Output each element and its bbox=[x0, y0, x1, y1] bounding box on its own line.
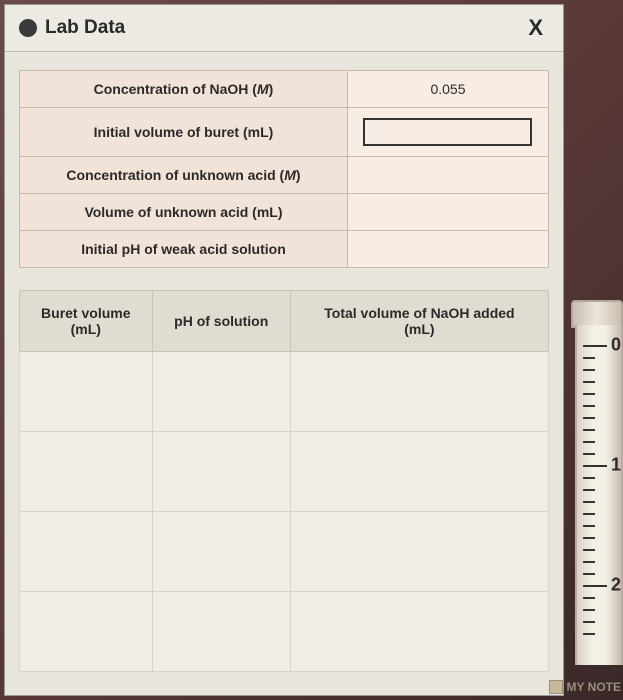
my-notes-label: MY NOTE bbox=[567, 680, 621, 694]
close-button[interactable]: X bbox=[522, 15, 549, 41]
table-cell bbox=[152, 352, 290, 432]
table-row bbox=[20, 512, 549, 592]
buret-major-tick bbox=[583, 345, 607, 347]
params-table: Concentration of NaOH (M)0.055Initial vo… bbox=[19, 70, 549, 268]
buret-minor-tick bbox=[583, 501, 595, 503]
buret-minor-tick bbox=[583, 489, 595, 491]
table-cell bbox=[290, 352, 548, 432]
table-cell bbox=[290, 592, 548, 672]
param-value bbox=[347, 194, 548, 231]
table-cell bbox=[152, 592, 290, 672]
table-row bbox=[20, 432, 549, 512]
buret-minor-tick bbox=[583, 393, 595, 395]
buret-minor-tick bbox=[583, 525, 595, 527]
param-label: Volume of unknown acid (mL) bbox=[20, 194, 348, 231]
param-row: Initial pH of weak acid solution bbox=[20, 231, 549, 268]
panel-header: Lab Data X bbox=[5, 5, 563, 52]
param-label: Initial pH of weak acid solution bbox=[20, 231, 348, 268]
data-table: Buret volume(mL)pH of solutionTotal volu… bbox=[19, 290, 549, 672]
panel-title-text: Lab Data bbox=[45, 17, 125, 39]
param-value bbox=[347, 108, 548, 157]
data-column-header: Buret volume(mL) bbox=[20, 291, 153, 352]
buret-minor-tick bbox=[583, 381, 595, 383]
param-row: Concentration of unknown acid (M) bbox=[20, 157, 549, 194]
table-row bbox=[20, 352, 549, 432]
panel-content: Concentration of NaOH (M)0.055Initial vo… bbox=[5, 52, 563, 690]
param-input[interactable] bbox=[363, 118, 532, 146]
my-notes-button[interactable]: MY NOTE bbox=[549, 680, 621, 694]
param-label: Initial volume of buret (mL) bbox=[20, 108, 348, 157]
table-cell bbox=[20, 432, 153, 512]
data-column-header: Total volume of NaOH added(mL) bbox=[290, 291, 548, 352]
param-value: 0.055 bbox=[347, 71, 548, 108]
buret-minor-tick bbox=[583, 597, 595, 599]
panel-title: Lab Data bbox=[19, 17, 125, 39]
buret-minor-tick bbox=[583, 453, 595, 455]
table-cell bbox=[152, 512, 290, 592]
param-label: Concentration of NaOH (M) bbox=[20, 71, 348, 108]
buret-minor-tick bbox=[583, 549, 595, 551]
param-row: Volume of unknown acid (mL) bbox=[20, 194, 549, 231]
buret-minor-tick bbox=[583, 417, 595, 419]
buret-tick-label: 2 bbox=[611, 575, 621, 596]
buret-top bbox=[571, 300, 623, 328]
table-row bbox=[20, 592, 549, 672]
buret-minor-tick bbox=[583, 477, 595, 479]
data-column-header: pH of solution bbox=[152, 291, 290, 352]
buret-minor-tick bbox=[583, 621, 595, 623]
note-icon bbox=[549, 680, 563, 694]
buret-minor-tick bbox=[583, 561, 595, 563]
param-row: Initial volume of buret (mL) bbox=[20, 108, 549, 157]
buret-minor-tick bbox=[583, 369, 595, 371]
param-value bbox=[347, 231, 548, 268]
buret-minor-tick bbox=[583, 609, 595, 611]
buret-minor-tick bbox=[583, 633, 595, 635]
buret-minor-tick bbox=[583, 357, 595, 359]
buret-minor-tick bbox=[583, 513, 595, 515]
table-cell bbox=[20, 592, 153, 672]
table-cell bbox=[152, 432, 290, 512]
table-cell bbox=[20, 352, 153, 432]
lab-data-panel: Lab Data X Concentration of NaOH (M)0.05… bbox=[4, 4, 564, 696]
param-value bbox=[347, 157, 548, 194]
buret-minor-tick bbox=[583, 405, 595, 407]
buret-minor-tick bbox=[583, 441, 595, 443]
buret-minor-tick bbox=[583, 429, 595, 431]
buret-major-tick bbox=[583, 465, 607, 467]
buret-scale: 012 bbox=[583, 345, 619, 655]
buret-major-tick bbox=[583, 585, 607, 587]
buret-minor-tick bbox=[583, 573, 595, 575]
panel-dot-icon bbox=[19, 19, 37, 37]
table-cell bbox=[290, 512, 548, 592]
table-cell bbox=[290, 432, 548, 512]
buret-tick-label: 0 bbox=[611, 335, 621, 356]
table-cell bbox=[20, 512, 153, 592]
buret-tick-label: 1 bbox=[611, 455, 621, 476]
buret-graphic: 0 1 2 bbox=[575, 325, 623, 665]
buret-minor-tick bbox=[583, 537, 595, 539]
param-row: Concentration of NaOH (M)0.055 bbox=[20, 71, 549, 108]
param-label: Concentration of unknown acid (M) bbox=[20, 157, 348, 194]
